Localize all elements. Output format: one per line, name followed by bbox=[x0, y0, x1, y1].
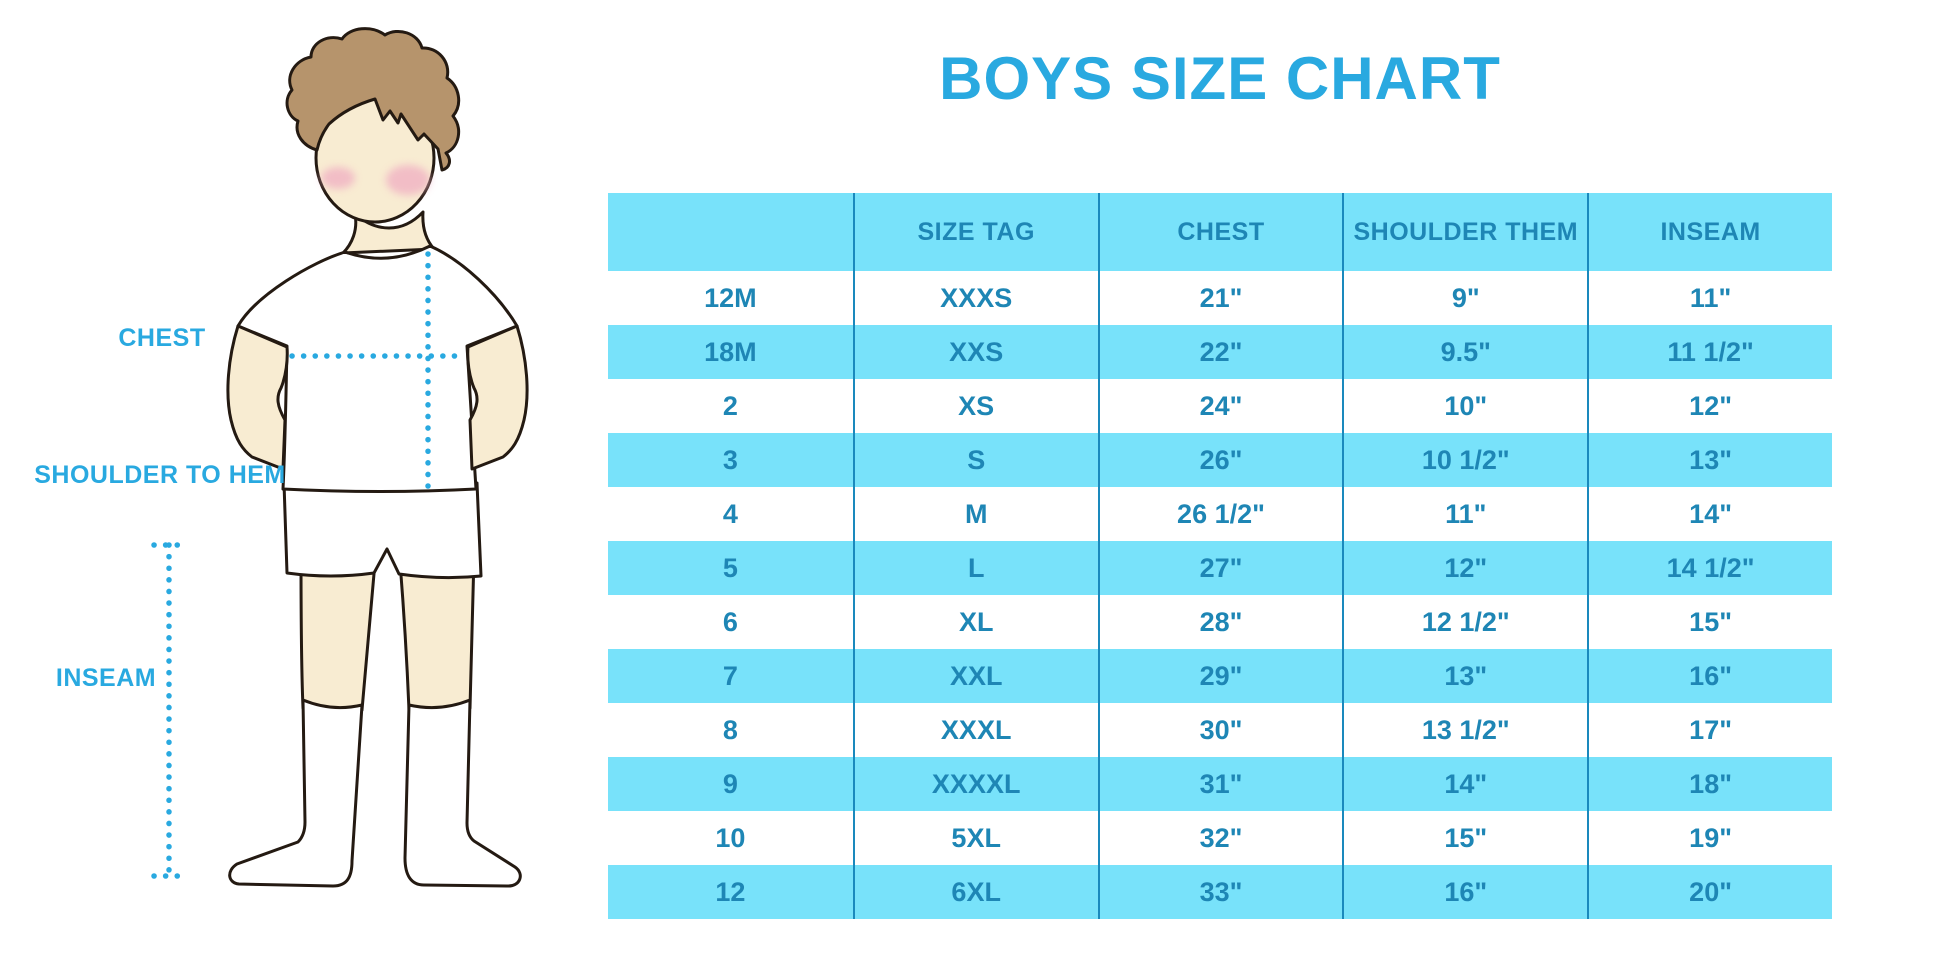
cell-shoulder: 16" bbox=[1342, 865, 1587, 919]
boy-hair bbox=[285, 27, 461, 172]
cell-size-tag: XL bbox=[852, 595, 1098, 649]
cell-size: 12 bbox=[715, 876, 746, 907]
cell-shoulder: 14" bbox=[1342, 757, 1587, 811]
inseam-label: INSEAM bbox=[55, 664, 157, 692]
cell-size-tag: XXXXL bbox=[852, 757, 1098, 811]
header-inseam: INSEAM bbox=[1587, 193, 1832, 271]
boy-right-thigh bbox=[398, 554, 476, 712]
cell-chest: 26 1/2" bbox=[1097, 487, 1343, 541]
shoulder-to-hem-label: SHOULDER TO HEM bbox=[34, 461, 286, 489]
cell-size-tag: XXL bbox=[852, 649, 1098, 703]
table-row: 6 XL 28" 12 1/2" 15" bbox=[608, 595, 1832, 649]
cell-size: 8 bbox=[722, 714, 738, 745]
cell-size-tag: S bbox=[852, 433, 1098, 487]
cell-shoulder: 11" bbox=[1342, 487, 1587, 541]
cell-size: 18M bbox=[704, 336, 757, 367]
blush-right bbox=[386, 165, 430, 195]
cell-size: 9 bbox=[722, 768, 738, 799]
header-size bbox=[608, 193, 853, 271]
cell-chest: 30" bbox=[1097, 703, 1343, 757]
cell-inseam: 19" bbox=[1587, 811, 1832, 865]
cell-inseam: 14" bbox=[1587, 487, 1832, 541]
page-title: BOYS SIZE CHART bbox=[939, 45, 1501, 112]
table-row: 5 L 27" 12" 14 1/2" bbox=[608, 541, 1832, 595]
cell-size: 10 bbox=[715, 822, 746, 853]
table-row: 12M XXXS 21" 9" 11" bbox=[608, 271, 1832, 325]
header-chest: CHEST bbox=[1097, 193, 1343, 271]
cell-chest: 31" bbox=[1097, 757, 1343, 811]
cell-chest: 33" bbox=[1097, 865, 1343, 919]
cell-size-tag: 5XL bbox=[852, 811, 1098, 865]
cell-size-tag: XS bbox=[852, 379, 1098, 433]
cell-size: 2 bbox=[722, 390, 738, 421]
boy-illustration bbox=[151, 27, 529, 888]
cell-inseam: 14 1/2" bbox=[1587, 541, 1832, 595]
cell-shoulder: 10" bbox=[1342, 379, 1587, 433]
table-row: 10 5XL 32" 15" 19" bbox=[608, 811, 1832, 865]
cell-shoulder: 15" bbox=[1342, 811, 1587, 865]
cell-inseam: 11" bbox=[1587, 271, 1832, 325]
cell-shoulder: 13" bbox=[1342, 649, 1587, 703]
cell-inseam: 15" bbox=[1587, 595, 1832, 649]
cell-inseam: 12" bbox=[1587, 379, 1832, 433]
cell-chest: 27" bbox=[1097, 541, 1343, 595]
table-row: 12 6XL 33" 16" 20" bbox=[608, 865, 1832, 919]
table-header-row: SIZE TAG CHEST SHOULDER THEM INSEAM bbox=[608, 193, 1832, 271]
cell-shoulder: 9.5" bbox=[1342, 325, 1587, 379]
blush-left bbox=[321, 167, 355, 189]
boy-left-arm bbox=[226, 324, 289, 471]
cell-size: 7 bbox=[722, 660, 738, 691]
table-row: 7 XXL 29" 13" 16" bbox=[608, 649, 1832, 703]
cell-chest: 24" bbox=[1097, 379, 1343, 433]
cell-size: 5 bbox=[722, 552, 738, 583]
table-row: 2 XS 24" 10" 12" bbox=[608, 379, 1832, 433]
boy-right-sock bbox=[403, 698, 522, 888]
cell-inseam: 18" bbox=[1587, 757, 1832, 811]
cell-size-tag: M bbox=[852, 487, 1098, 541]
cell-size: 12M bbox=[704, 282, 757, 313]
boy-right-arm bbox=[466, 324, 529, 471]
chest-label: CHEST bbox=[118, 324, 206, 352]
cell-inseam: 20" bbox=[1587, 865, 1832, 919]
cell-chest: 21" bbox=[1097, 271, 1343, 325]
cell-chest: 28" bbox=[1097, 595, 1343, 649]
cell-size: 6 bbox=[722, 606, 738, 637]
cell-inseam: 13" bbox=[1587, 433, 1832, 487]
boy-shorts bbox=[282, 481, 483, 580]
cell-shoulder: 12" bbox=[1342, 541, 1587, 595]
header-shoulder-them: SHOULDER THEM bbox=[1342, 193, 1587, 271]
table-row: 18M XXS 22" 9.5" 11 1/2" bbox=[608, 325, 1832, 379]
cell-inseam: 17" bbox=[1587, 703, 1832, 757]
cell-shoulder: 13 1/2" bbox=[1342, 703, 1587, 757]
cell-shoulder: 12 1/2" bbox=[1342, 595, 1587, 649]
size-table: SIZE TAG CHEST SHOULDER THEM INSEAM 12M … bbox=[608, 193, 1832, 919]
cell-inseam: 16" bbox=[1587, 649, 1832, 703]
cell-shoulder: 9" bbox=[1342, 271, 1587, 325]
cell-chest: 26" bbox=[1097, 433, 1343, 487]
cell-chest: 32" bbox=[1097, 811, 1343, 865]
table-row: 8 XXXL 30" 13 1/2" 17" bbox=[608, 703, 1832, 757]
header-size-tag: SIZE TAG bbox=[852, 193, 1098, 271]
cell-size: 3 bbox=[722, 444, 738, 475]
cell-size: 4 bbox=[722, 498, 738, 529]
cell-size-tag: L bbox=[852, 541, 1098, 595]
cell-size-tag: XXXS bbox=[852, 271, 1098, 325]
cell-size-tag: XXXL bbox=[852, 703, 1098, 757]
table-row: 4 M 26 1/2" 11" 14" bbox=[608, 487, 1832, 541]
boy-left-thigh bbox=[299, 554, 377, 712]
cell-size-tag: 6XL bbox=[852, 865, 1098, 919]
boy-left-sock bbox=[228, 698, 364, 888]
table-row: 9 XXXXL 31" 14" 18" bbox=[608, 757, 1832, 811]
cell-size-tag: XXS bbox=[852, 325, 1098, 379]
cell-shoulder: 10 1/2" bbox=[1342, 433, 1587, 487]
cell-inseam: 11 1/2" bbox=[1587, 325, 1832, 379]
table-row: 3 S 26" 10 1/2" 13" bbox=[608, 433, 1832, 487]
cell-chest: 29" bbox=[1097, 649, 1343, 703]
cell-chest: 22" bbox=[1097, 325, 1343, 379]
